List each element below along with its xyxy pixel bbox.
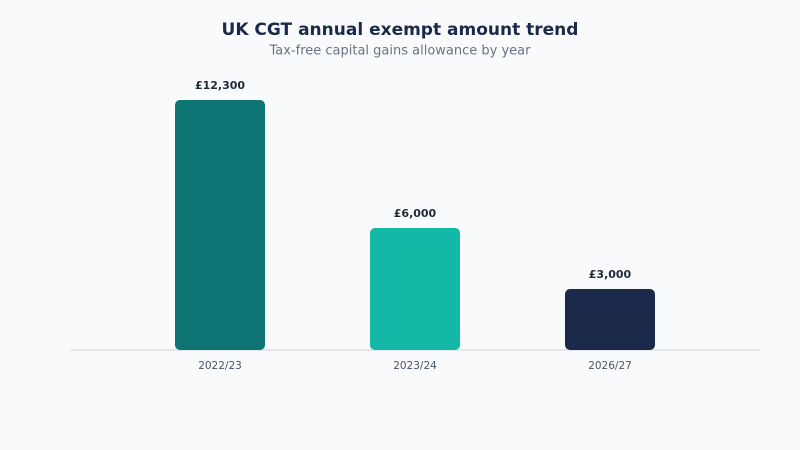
bar [175,100,265,350]
x-tick-label: 2026/27 [588,360,632,372]
chart-title: UK CGT annual exempt amount trend [222,20,579,40]
bar [370,228,460,350]
chart-subtitle: Tax-free capital gains allowance by year [268,44,531,59]
bar [565,289,655,350]
value-label: £12,300 [195,79,245,92]
value-label: £6,000 [394,207,437,220]
x-tick-label: 2023/24 [393,360,437,372]
x-tick-label: 2022/23 [198,360,242,372]
value-label: £3,000 [589,268,632,281]
